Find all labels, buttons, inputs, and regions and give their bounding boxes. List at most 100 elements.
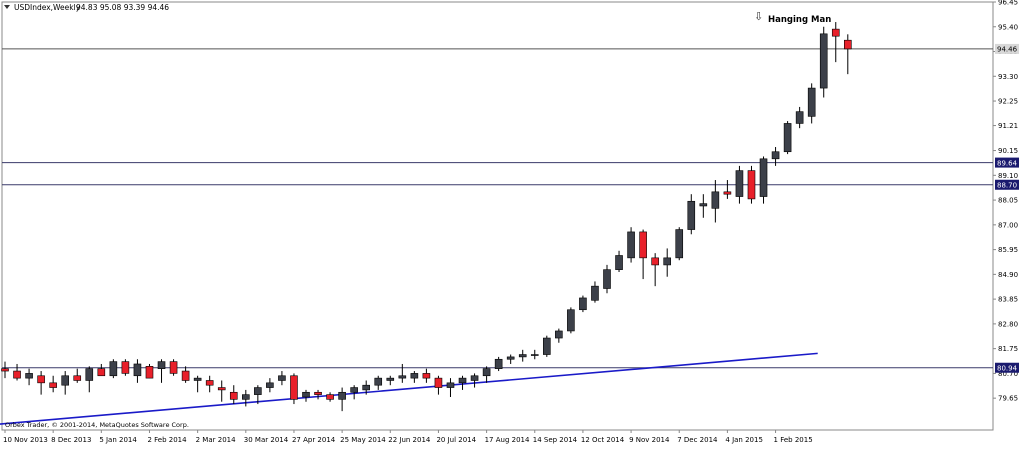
y-tick-label: 88.05 bbox=[998, 197, 1018, 205]
candle bbox=[795, 106, 804, 129]
x-tick-label: 2 Mar 2014 bbox=[196, 436, 236, 444]
candle bbox=[819, 26, 828, 98]
candle bbox=[470, 373, 479, 388]
candle-body bbox=[37, 375, 45, 384]
candle-body bbox=[61, 375, 70, 386]
candle-body bbox=[278, 375, 286, 381]
x-tick-label: 9 Nov 2014 bbox=[629, 436, 670, 444]
candle-body bbox=[290, 375, 298, 400]
down-arrow-icon: ⇩ bbox=[754, 10, 763, 23]
candle-body bbox=[85, 368, 94, 381]
candle bbox=[25, 368, 33, 386]
candle-body bbox=[807, 87, 816, 117]
candle-body bbox=[181, 370, 190, 381]
level-label-bg bbox=[995, 157, 1019, 168]
candle-body bbox=[193, 377, 202, 381]
candle bbox=[687, 194, 696, 235]
candle bbox=[302, 389, 310, 402]
candle-body bbox=[663, 257, 672, 266]
y-tick-label: 81.75 bbox=[998, 345, 1018, 353]
candle-body bbox=[422, 373, 431, 379]
candle-body bbox=[482, 368, 491, 377]
x-tick-label: 27 Apr 2014 bbox=[292, 436, 336, 444]
candle-body bbox=[747, 170, 756, 200]
candle-body bbox=[302, 391, 310, 398]
candle bbox=[831, 22, 840, 63]
y-tick-label: 80.70 bbox=[998, 370, 1018, 378]
x-tick-label: 8 Dec 2013 bbox=[51, 436, 91, 444]
y-tick-label: 82.80 bbox=[998, 320, 1018, 328]
candle-body bbox=[157, 361, 166, 369]
candle-body bbox=[759, 158, 768, 197]
level-label: 80.94 bbox=[997, 364, 1018, 372]
candle-body bbox=[843, 39, 852, 50]
candle bbox=[145, 363, 154, 379]
candle-body bbox=[615, 255, 623, 270]
horizontal-levels bbox=[2, 48, 993, 369]
x-tick-label: 22 Jun 2014 bbox=[388, 436, 431, 444]
candle bbox=[567, 307, 575, 334]
candle-body bbox=[314, 391, 322, 395]
candle bbox=[193, 375, 202, 393]
candle-body bbox=[121, 361, 130, 374]
candle bbox=[542, 335, 551, 357]
candle-body bbox=[386, 377, 395, 381]
y-tick-label: 92.25 bbox=[998, 98, 1018, 106]
candle bbox=[494, 356, 503, 372]
candle-body bbox=[819, 33, 828, 89]
candle-body bbox=[494, 358, 503, 369]
x-tick-label: 2 Feb 2014 bbox=[147, 436, 187, 444]
candle bbox=[555, 328, 563, 343]
candle-body bbox=[711, 191, 720, 209]
candle bbox=[278, 371, 286, 386]
x-tick-label: 7 Dec 2014 bbox=[677, 436, 718, 444]
candle-body bbox=[1, 368, 9, 372]
candle bbox=[350, 385, 358, 400]
candle-body bbox=[350, 387, 358, 393]
candle bbox=[314, 389, 322, 400]
candle bbox=[711, 180, 720, 223]
candle bbox=[61, 371, 70, 395]
y-tick-label: 79.65 bbox=[998, 395, 1018, 403]
level-label-bg bbox=[995, 362, 1019, 373]
candle-body bbox=[169, 361, 178, 374]
level-label: 94.46 bbox=[997, 46, 1018, 54]
candle-body bbox=[97, 368, 106, 377]
candle-body bbox=[639, 231, 647, 259]
header: USDIndex,Weekly 94.83 95.08 93.39 94.46 bbox=[4, 3, 169, 12]
x-tick-label: 30 Mar 2014 bbox=[244, 436, 289, 444]
candle-body bbox=[555, 330, 563, 339]
y-tick-label: 96.45 bbox=[998, 0, 1018, 7]
candle-body bbox=[651, 257, 659, 266]
y-tick-label: 87.00 bbox=[998, 221, 1018, 229]
support-trendline bbox=[0, 352, 818, 425]
level-label: 88.70 bbox=[997, 181, 1017, 189]
collapse-triangle-icon[interactable] bbox=[4, 5, 10, 9]
candle-body bbox=[627, 231, 635, 259]
candle bbox=[85, 366, 94, 393]
candle-body bbox=[687, 200, 696, 230]
candle-body bbox=[254, 387, 262, 395]
level-label-bg bbox=[995, 179, 1019, 190]
candle bbox=[374, 375, 383, 390]
y-tick-label: 93.30 bbox=[998, 73, 1018, 81]
x-tick-label: 14 Sep 2014 bbox=[533, 436, 578, 444]
candle bbox=[326, 392, 334, 402]
candle-body bbox=[783, 123, 792, 153]
candle bbox=[362, 380, 371, 395]
candle-body bbox=[470, 375, 479, 381]
candle bbox=[591, 281, 599, 303]
candle-body bbox=[205, 380, 214, 386]
candle bbox=[723, 180, 732, 199]
candle bbox=[446, 378, 455, 397]
candle bbox=[458, 375, 467, 390]
candle bbox=[157, 359, 166, 383]
candle bbox=[615, 250, 623, 273]
candle-body bbox=[567, 309, 575, 332]
candle bbox=[254, 385, 262, 405]
candle-body bbox=[133, 363, 142, 377]
candle bbox=[639, 229, 647, 280]
candle bbox=[386, 375, 395, 386]
